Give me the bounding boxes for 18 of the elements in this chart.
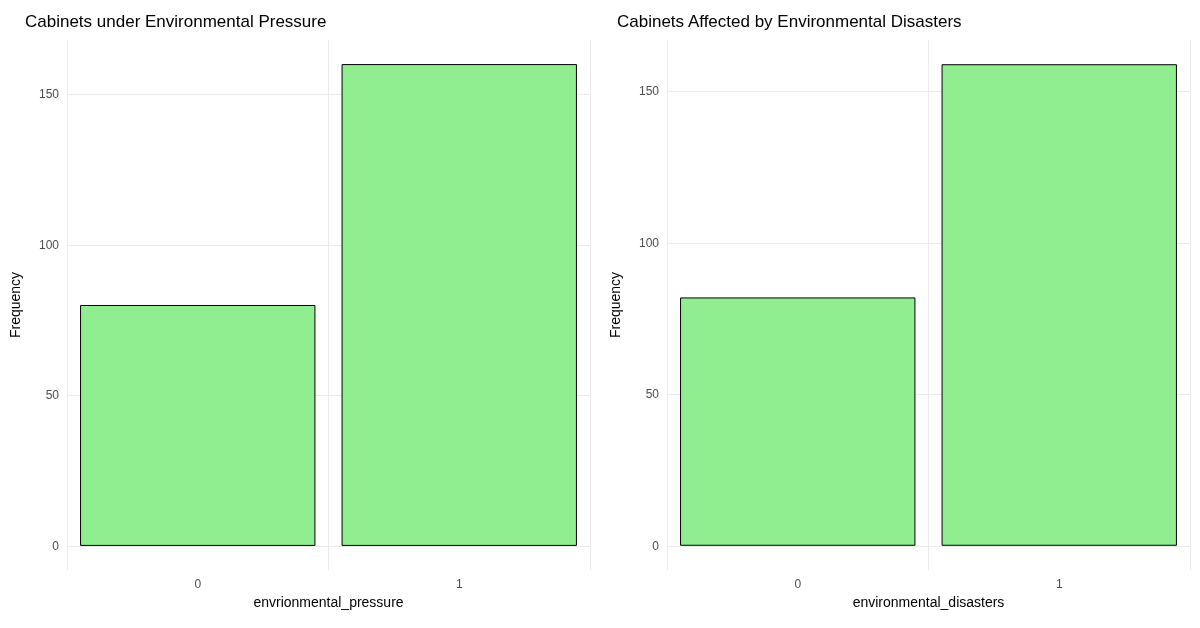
y-axis-title: Frequency <box>7 271 23 339</box>
y-tick-label: 150 <box>38 87 60 102</box>
x-tick-label: 0 <box>194 577 202 591</box>
x-tick-label: 1 <box>455 577 463 591</box>
x-tick-label: 0 <box>794 577 802 591</box>
chart-title: Cabinets Affected by Environmental Disasters <box>617 12 962 31</box>
y-tick-label: 0 <box>52 538 60 553</box>
y-tick-label: 150 <box>638 84 660 99</box>
x-axis-title: environmental_disasters <box>852 593 1005 610</box>
y-tick-label: 100 <box>38 237 60 252</box>
y-tick-label: 50 <box>45 388 60 403</box>
chart-title: Cabinets under Environmental Pressure <box>25 12 327 31</box>
x-tick-label: 1 <box>1055 577 1063 591</box>
y-tick-label: 50 <box>645 387 660 402</box>
y-tick-label: 0 <box>652 538 660 553</box>
y-axis-title: Frequency <box>607 271 623 339</box>
y-tick-label: 100 <box>638 235 660 250</box>
x-axis-title: envrionmental_pressure <box>253 593 404 610</box>
